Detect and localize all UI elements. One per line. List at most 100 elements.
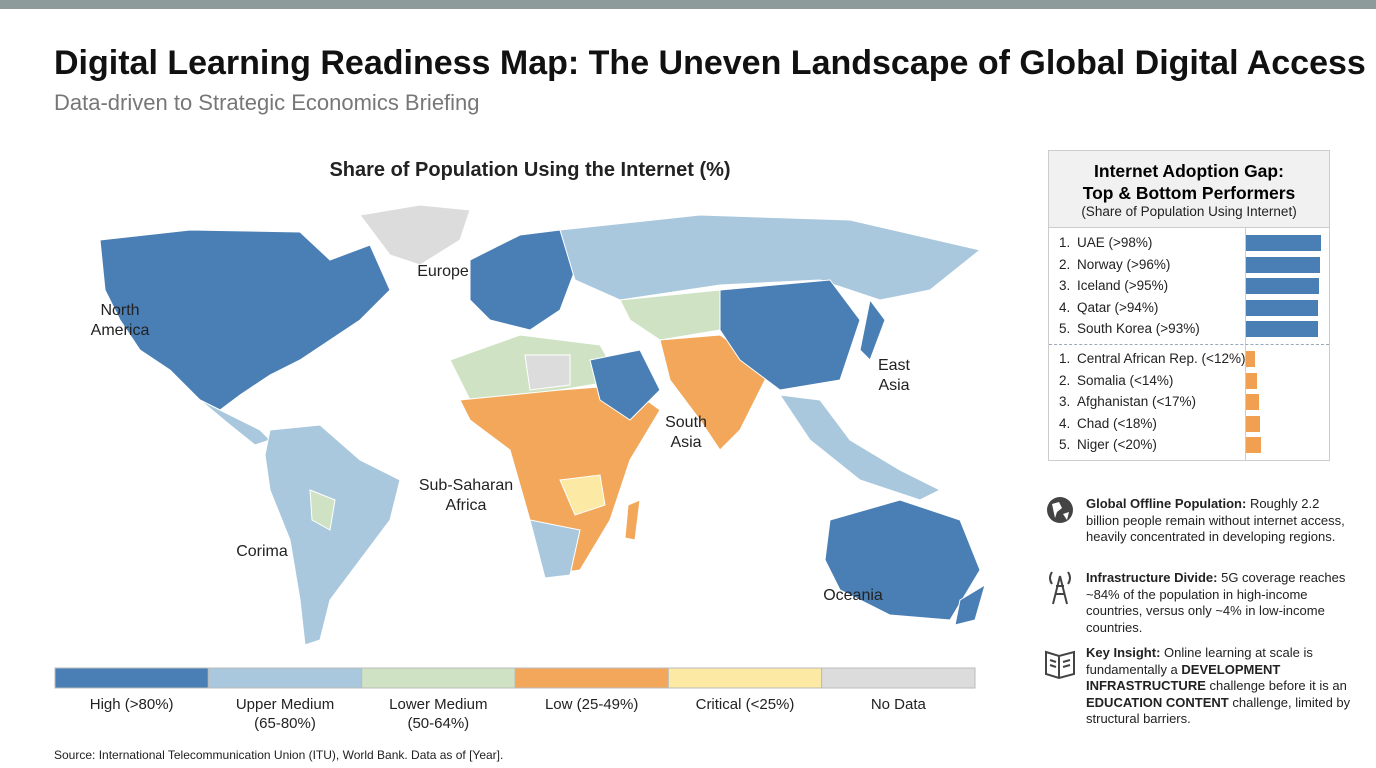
country-label: Norway (>96%) — [1077, 256, 1171, 272]
ranking-row: 3. Afghanistan (<17%) — [1059, 391, 1196, 412]
region-label: Sub-Saharan — [419, 477, 513, 494]
icons — [1045, 497, 1075, 680]
insight-text: Roughly 2.2 billion people remain withou… — [1086, 496, 1345, 544]
globe-icon — [1047, 497, 1073, 523]
madagascar — [624, 499, 641, 541]
insight: Global Offline Population: Roughly 2.2 b… — [1086, 496, 1354, 546]
legend-label: High (>80%) — [90, 696, 174, 713]
rank: 3. — [1059, 394, 1071, 409]
insight-bold: Infrastructure Divide: — [1086, 570, 1218, 585]
bar — [1246, 299, 1319, 316]
rank: 1. — [1059, 351, 1071, 366]
panel-subtitle: (Share of Population Using Internet) — [1081, 204, 1297, 219]
ranking-row: 4. Chad (<18%) — [1059, 413, 1157, 434]
page-subtitle: Data-driven to Strategic Economics Brief… — [54, 90, 480, 115]
ranking-row: 2. Somalia (<14%) — [1059, 370, 1173, 391]
insight: Key Insight: Online learning at scale is… — [1086, 645, 1354, 728]
insight-bold: DEVELOPMENT INFRASTRUCTURE — [1086, 661, 1281, 694]
globe-land — [1052, 502, 1069, 520]
country-label: Qatar (>94%) — [1077, 299, 1159, 315]
panel-title-line: Internet Adoption Gap: — [1094, 161, 1284, 181]
bar — [1246, 415, 1260, 432]
bar — [1246, 321, 1318, 337]
map-title: Share of Population Using the Internet (… — [329, 159, 730, 181]
insight-text: challenge, limited by structural barrier… — [1086, 694, 1351, 727]
country-label: Iceland (>95%) — [1077, 278, 1169, 293]
bar — [1246, 235, 1322, 251]
country-label: Afghanistan (<17%) — [1077, 394, 1196, 409]
japan — [859, 298, 886, 361]
middle-east — [589, 349, 661, 421]
legend-swatch — [54, 667, 209, 689]
bar — [1246, 278, 1320, 294]
insight-bold: EDUCATION CONTENT — [1086, 694, 1229, 710]
legend-label: Upper Medium — [236, 696, 334, 713]
ranking-row: 4. Qatar (>94%) — [1059, 297, 1158, 318]
bar — [1246, 351, 1256, 367]
legend-label: Low (25-49%) — [545, 696, 638, 713]
page-title: Digital Learning Readiness Map: The Unev… — [54, 44, 1366, 82]
greenland — [359, 204, 471, 266]
legend-swatch — [514, 667, 669, 689]
australia — [824, 499, 981, 621]
region-label: North — [100, 302, 139, 319]
source-note: Source: International Telecommunication … — [54, 748, 504, 762]
new-zealand — [954, 583, 986, 626]
group-divider — [1049, 344, 1329, 345]
legend-label: Critical (<25%) — [696, 696, 795, 713]
region-label: South — [665, 414, 707, 431]
bolivia — [309, 489, 336, 531]
country-label: Niger (<20%) — [1077, 437, 1157, 452]
top-bar — [0, 0, 1376, 9]
region-label: America — [91, 322, 150, 339]
panel-header: Internet Adoption Gap: Top & Bottom Perfo… — [1049, 151, 1329, 228]
southeast-asia — [778, 394, 942, 501]
libya — [524, 354, 571, 391]
bar — [1246, 394, 1260, 410]
insight-text: challenge before it is an — [1205, 678, 1347, 693]
legend-label: (50-64%) — [407, 715, 469, 732]
tower-icon — [1049, 571, 1071, 605]
south-america — [264, 424, 401, 646]
rank: 2. — [1059, 256, 1071, 272]
rank: 1. — [1059, 235, 1071, 250]
ranking-row: 1. UAE (>98%) — [1059, 232, 1152, 253]
country-label: Central African Rep. (<12%) — [1077, 351, 1246, 366]
russia — [559, 214, 982, 301]
central-africa — [559, 474, 606, 516]
rank: 5. — [1059, 321, 1071, 336]
country-label: Somalia (<14%) — [1077, 372, 1174, 388]
legend-label: No Data — [871, 696, 927, 713]
central-asia — [619, 289, 721, 341]
ranking-row: 2. Norway (>96%) — [1059, 254, 1170, 275]
rank: 3. — [1059, 278, 1071, 293]
southern-africa — [529, 519, 581, 579]
rank: 4. — [1059, 415, 1071, 431]
rank: 5. — [1059, 437, 1071, 452]
insight-bold: Global Offline Population: — [1086, 496, 1247, 511]
legend-label: Lower Medium — [389, 696, 487, 713]
insight-text: Online learning at scale is fundamentall… — [1086, 645, 1313, 677]
map: Share of Population Using the Internet (… — [54, 159, 986, 732]
ranking-row: 5. Niger (<20%) — [1059, 434, 1157, 455]
insight-bold: Key Insight: — [1086, 645, 1161, 660]
country-label: UAE (>98%) — [1077, 235, 1153, 250]
ranking-row: 5. South Korea (>93%) — [1059, 318, 1200, 339]
region-label: Asia — [878, 377, 909, 394]
legend-swatch — [667, 667, 823, 689]
book-icon — [1045, 650, 1075, 680]
ranking-panel: Internet Adoption Gap: Top & Bottom Perfo… — [1048, 150, 1330, 461]
north-america — [99, 229, 391, 411]
bar — [1246, 437, 1262, 453]
region-label: Asia — [670, 434, 701, 451]
legend-swatch — [207, 667, 363, 689]
insight: Infrastructure Divide: 5G coverage reach… — [1086, 570, 1354, 636]
panel-title: Internet Adoption Gap: Top & Bottom Perfo… — [1049, 151, 1329, 204]
region-label: Corima — [236, 543, 288, 560]
bar — [1246, 256, 1320, 273]
china — [719, 279, 861, 391]
bar — [1246, 372, 1257, 389]
ranking-row: 3. Iceland (>95%) — [1059, 275, 1168, 296]
region-label: East — [878, 357, 911, 374]
